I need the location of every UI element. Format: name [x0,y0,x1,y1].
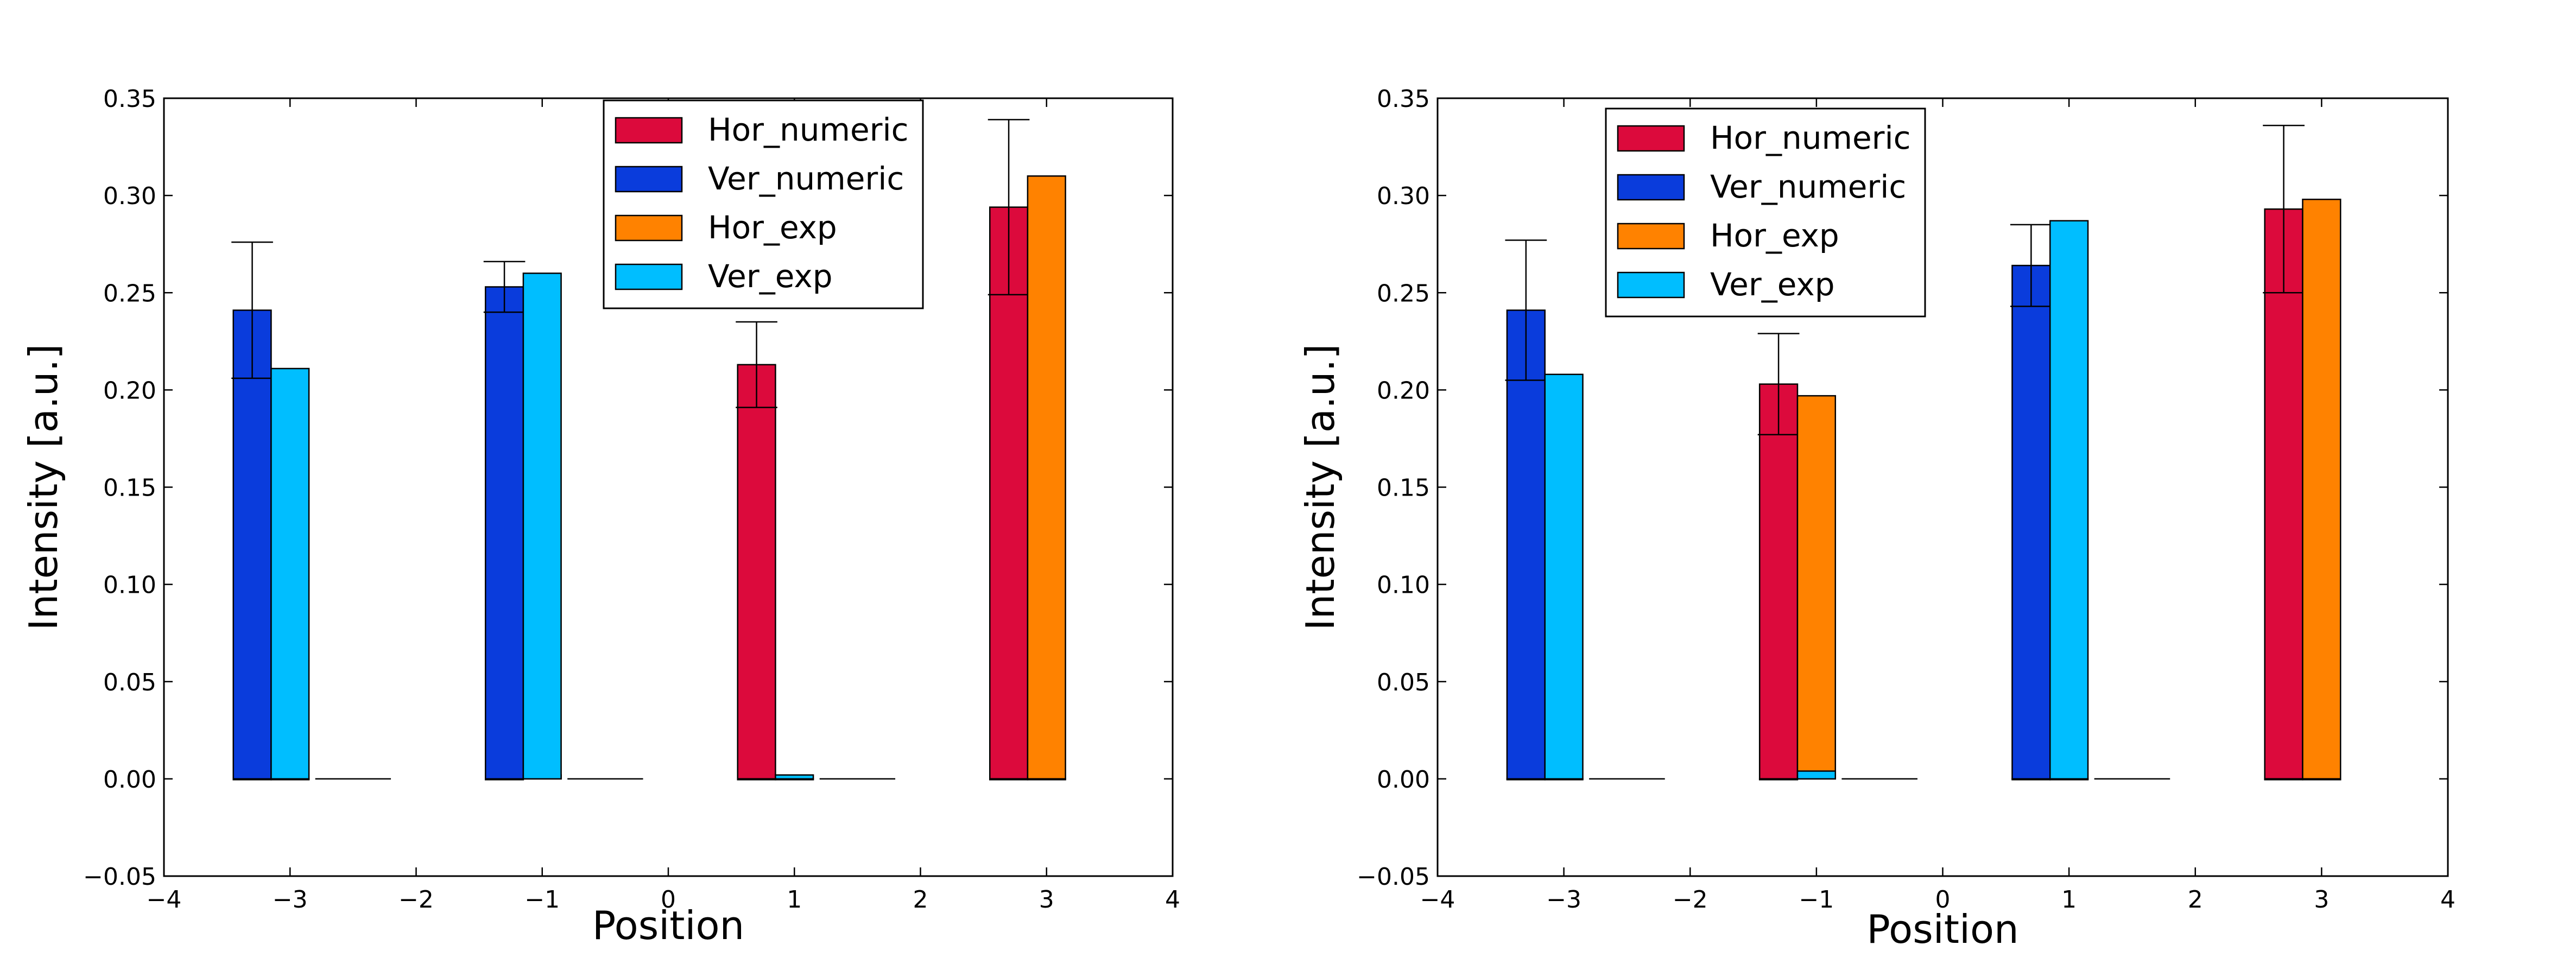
legend-label: Hor_exp [708,209,837,246]
bar-hor-numeric [989,206,1029,780]
bar-ver-exp [775,774,814,780]
chart-left: −4 −3 −2 −1 0 1 2 3 4 −0.05 0.00 0.05 0.10 0.15 0.20 0.… [21,85,1180,948]
bar-ver-numeric [2011,264,2051,780]
y-axis-title: Intensity [a.u.] [1298,344,1343,631]
bar-ver-exp [2049,220,2089,780]
chart-right: −4 −3 −2 −1 0 1 2 3 4 −0.05 0.00 0.05 0.10 0.15 0.20 0.… [1298,85,2455,952]
x-tick-label: 1 [787,886,802,914]
y-axis-title: Intensity [a.u.] [21,344,66,631]
legend-swatch-ver-numeric [615,166,683,193]
x-axis-title: Position [592,903,744,948]
legend-swatch-hor-numeric [1617,125,1685,152]
x-axis-title: Position [1866,906,2018,952]
x-tick-label: −3 [273,886,308,914]
y-tick-label: 0.20 [103,377,156,404]
y-tick-label: −0.05 [83,863,156,891]
x-tick-label: −3 [1546,886,1581,914]
x-tick-label: 0 [661,886,676,914]
bar-ver-numeric [1758,778,1799,781]
legend-label: Ver_numeric [1710,168,1906,205]
x-tick-label: −4 [147,886,182,914]
bar-ver-numeric [232,309,272,780]
x-tick-label: −1 [524,886,560,914]
legend-swatch-ver-exp [615,263,683,290]
bar-ver-exp [1027,778,1066,781]
x-tick-label: 1 [2061,886,2077,914]
legend-swatch-ver-numeric [1617,174,1685,201]
legend: Hor_numeric Ver_numeric Hor_exp Ver_exp [603,99,924,309]
x-tick-label: 3 [1039,886,1054,914]
x-tick-label: −2 [398,886,434,914]
y-tick-label: 0.30 [103,182,156,210]
y-tick-label: 0.15 [1377,474,1430,502]
legend-swatch-ver-exp [1617,271,1685,299]
x-tick-label: 2 [913,886,928,914]
legend-swatch-hor-exp [1617,223,1685,250]
x-tick-label: −4 [1420,886,1455,914]
x-tick-label: −1 [1799,886,1834,914]
bar-hor-exp [1796,395,1837,780]
x-tick-label: 4 [1165,886,1180,914]
y-tick-label: 0.20 [1377,377,1430,404]
legend-label: Hor_numeric [1710,119,1911,156]
legend-label: Hor_numeric [708,111,909,148]
x-tick-label: 2 [2188,886,2203,914]
legend-label: Ver_numeric [708,160,904,197]
legend-swatch-hor-exp [615,214,683,242]
y-tick-label: 0.25 [103,280,156,307]
bar-hor-exp [2302,199,2341,780]
legend-label: Hor_exp [1710,217,1839,254]
bar-ver-exp [522,272,562,780]
bar-hor-numeric [1758,383,1799,780]
y-tick-label: 0.30 [1377,182,1430,210]
y-tick-label: 0.15 [103,474,156,502]
legend-label: Ver_exp [708,258,833,295]
y-tick-label: 0.05 [1377,669,1430,696]
x-tick-label: 3 [2314,886,2329,914]
bar-ver-exp [1544,373,1584,780]
y-tick-label: 0.00 [103,766,156,794]
y-tick-label: 0.10 [1377,572,1430,599]
y-tick-label: 0.35 [1377,85,1430,113]
bar-hor-numeric [2264,208,2303,780]
y-tick-label: 0.25 [1377,280,1430,307]
bar-ver-numeric [737,778,776,781]
y-tick-label: 0.05 [103,669,156,696]
bar-ver-numeric [484,286,524,780]
legend-label: Ver_exp [1710,266,1835,303]
bar-ver-numeric [2264,778,2303,781]
y-tick-label: −0.05 [1357,863,1430,891]
y-tick-label: 0.10 [103,572,156,599]
legend-swatch-hor-numeric [615,117,683,144]
legend: Hor_numeric Ver_numeric Hor_exp Ver_exp [1605,107,1926,318]
bar-ver-numeric [989,778,1029,781]
x-tick-label: 4 [2440,886,2455,914]
bar-ver-exp [270,367,310,780]
y-tick-label: 0.35 [103,85,156,113]
bar-hor-numeric [737,364,776,780]
x-tick-label: 0 [1935,886,1951,914]
bar-ver-exp [2302,778,2341,781]
x-tick-label: −2 [1673,886,1708,914]
bar-hor-exp [1027,175,1066,780]
bar-ver-exp [1796,770,1837,780]
y-tick-label: 0.00 [1377,766,1430,794]
